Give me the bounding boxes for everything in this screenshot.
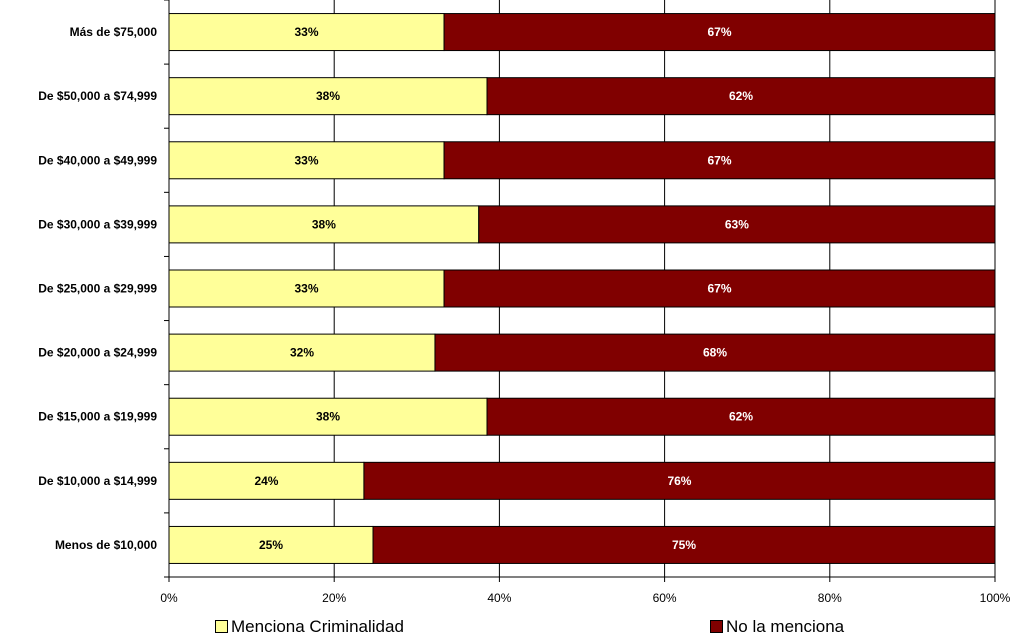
legend-swatch-menciona-criminalidad (215, 620, 228, 633)
bar-segment-no-menciona (363, 461, 996, 500)
bar-segment-menciona (168, 13, 445, 52)
bar-segment-no-menciona (443, 141, 996, 180)
data-label: 67% (708, 25, 732, 39)
category-label: De $25,000 a $29,999 (38, 282, 157, 296)
legend-item-no-la-menciona: No la menciona (710, 614, 844, 639)
data-label: 68% (703, 346, 727, 360)
x-tick-label: 20% (322, 591, 346, 605)
data-label: 33% (295, 25, 319, 39)
legend-label-no-la-menciona: No la menciona (726, 616, 845, 636)
category-label: De $20,000 a $24,999 (38, 346, 157, 360)
x-tick-label: 0% (160, 591, 178, 605)
category-label: Menos de $10,000 (55, 538, 157, 552)
category-label: De $50,000 a $74,999 (38, 89, 157, 103)
x-tick-label: 80% (818, 591, 842, 605)
category-label: De $40,000 a $49,999 (38, 153, 157, 167)
data-label: 38% (312, 217, 336, 231)
bar-segment-menciona (168, 333, 436, 372)
category-label: De $30,000 a $39,999 (38, 217, 157, 231)
data-label: 38% (316, 89, 340, 103)
data-label: 67% (708, 153, 732, 167)
bar-segment-menciona (168, 461, 365, 500)
bar-segment-no-menciona (434, 333, 996, 372)
category-label: De $15,000 a $19,999 (38, 410, 157, 424)
data-label: 33% (295, 282, 319, 296)
legend-label-menciona-criminalidad: Menciona Criminalidad (231, 616, 404, 636)
data-label: 63% (725, 217, 749, 231)
legend-swatch-no-la-menciona (710, 620, 723, 633)
x-tick-label: 60% (653, 591, 677, 605)
data-label: 24% (254, 474, 278, 488)
category-label: Más de $75,000 (70, 25, 158, 39)
data-label: 75% (672, 538, 696, 552)
bar-segment-no-menciona (372, 525, 996, 564)
bar-segment-no-menciona (443, 13, 996, 52)
bar-segment-no-menciona (486, 397, 996, 436)
data-label: 32% (290, 346, 314, 360)
data-label: 76% (667, 474, 691, 488)
bar-segment-menciona (168, 269, 445, 308)
data-label: 38% (316, 410, 340, 424)
stacked-bar-chart: 33% 67% Más de $75,000 38% 62% De $50,000 a $… (38, 0, 1011, 605)
data-label: 33% (295, 153, 319, 167)
bar-segment-menciona (168, 205, 480, 244)
bar-segment-no-menciona (478, 205, 996, 244)
data-label: 25% (259, 538, 283, 552)
bar-segment-menciona (168, 77, 488, 116)
x-tick-label: 100% (980, 591, 1011, 605)
legend-item-menciona-criminalidad: Menciona Criminalidad (215, 614, 404, 639)
x-tick-label: 40% (487, 591, 511, 605)
category-label: De $10,000 a $14,999 (38, 474, 157, 488)
data-label: 62% (729, 89, 753, 103)
data-label: 67% (708, 282, 732, 296)
bar-segment-menciona (168, 525, 374, 564)
bar-segment-menciona (168, 141, 445, 180)
bar-segment-no-menciona (443, 269, 996, 308)
data-label: 62% (729, 410, 753, 424)
bar-segment-no-menciona (486, 77, 996, 116)
